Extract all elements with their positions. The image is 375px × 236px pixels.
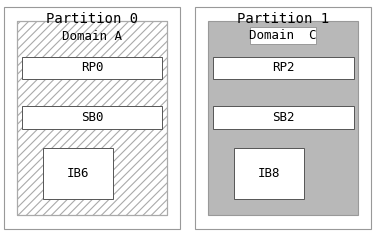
Text: Domain  C: Domain C — [249, 29, 317, 42]
Text: RP0: RP0 — [81, 61, 103, 74]
Text: Domain A: Domain A — [62, 30, 122, 43]
Text: IB8: IB8 — [258, 167, 280, 180]
Bar — [213, 57, 354, 79]
Bar — [195, 7, 371, 229]
Bar — [17, 21, 167, 215]
Text: SB2: SB2 — [272, 111, 295, 124]
Text: Partition 0: Partition 0 — [46, 12, 138, 26]
Bar — [43, 148, 112, 199]
Bar — [22, 57, 162, 79]
Text: SB0: SB0 — [81, 111, 103, 124]
Bar — [22, 106, 162, 129]
Bar — [251, 27, 316, 44]
Bar — [208, 21, 358, 215]
Bar — [234, 148, 304, 199]
Bar — [17, 21, 167, 215]
Bar — [4, 7, 180, 229]
Text: IB6: IB6 — [67, 167, 89, 180]
Text: Partition 1: Partition 1 — [237, 12, 329, 26]
Text: RP2: RP2 — [272, 61, 295, 74]
Bar — [213, 106, 354, 129]
